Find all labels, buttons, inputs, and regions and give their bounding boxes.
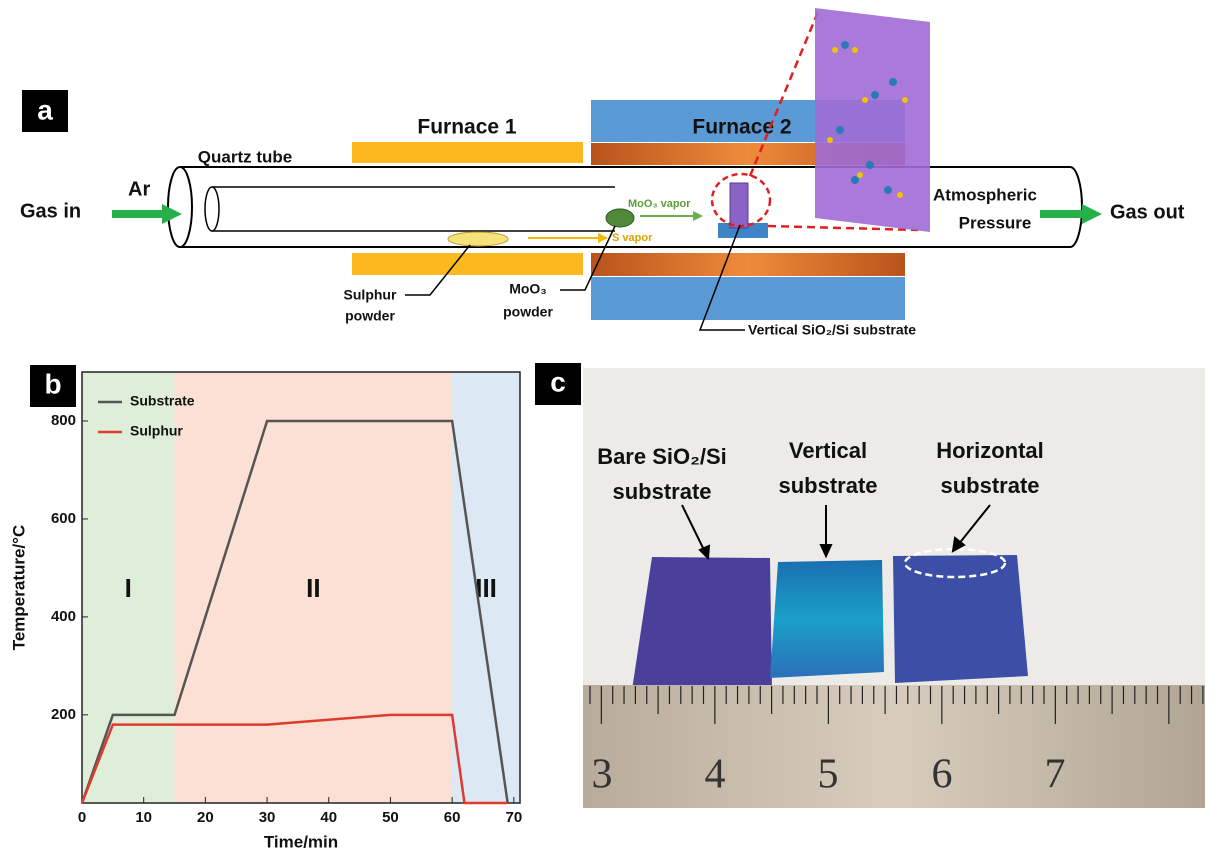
furnace-1-top — [352, 142, 583, 163]
pressure-label: Pressure — [959, 213, 1032, 232]
annotation: substrate — [778, 473, 877, 498]
sulphur-powder — [448, 232, 508, 246]
horizontal-substrate — [893, 555, 1028, 683]
gas-out: Gas out — [1110, 201, 1185, 223]
gas-in: Gas in — [20, 200, 81, 222]
arrow-head — [1082, 204, 1102, 224]
ruler-number: 4 — [705, 752, 726, 798]
panel-label: b — [44, 368, 61, 399]
y-tick-label: 400 — [51, 608, 76, 625]
x-tick-label: 50 — [382, 809, 399, 826]
legend-label: Sulphur — [130, 423, 183, 439]
annotation: Vertical — [789, 438, 867, 463]
panel-c: c 3 4 5 6 7 Bare SiO₂/Si substrate Verti… — [535, 363, 1213, 808]
vapor-label: MoO₃ vapor — [628, 198, 691, 210]
vertical-substrate — [730, 183, 748, 228]
furnace-label: Furnace 1 — [417, 116, 517, 139]
bare-substrate — [632, 557, 772, 690]
y-axis-label: Temperature/°C — [9, 525, 28, 651]
ruler-number: 7 — [1045, 752, 1066, 798]
x-tick-label: 20 — [197, 809, 214, 826]
tube-end — [168, 167, 192, 247]
annotation: Vertical SiO₂/Si substrate — [748, 322, 916, 338]
x-axis-label: Time/min — [264, 832, 338, 851]
x-tick-label: 70 — [505, 809, 522, 826]
legend-label: Substrate — [130, 393, 195, 409]
furnace-label: Furnace 2 — [692, 116, 791, 139]
annotation: MoO₃ — [509, 281, 547, 297]
y-tick-label: 200 — [51, 706, 76, 723]
pressure-label: Atmospheric — [933, 185, 1037, 204]
region-label: II — [306, 573, 320, 603]
vertical-substrate — [770, 560, 884, 678]
annotation: Bare SiO₂/Si — [597, 444, 727, 469]
annotation: substrate — [612, 479, 711, 504]
ar-label: Ar — [128, 178, 150, 200]
panel-a: a Furnace 1 Furnace 2 Quartz tube Gas in… — [20, 8, 1185, 338]
furnace-2-bottom — [591, 277, 905, 320]
annotation: Horizontal — [936, 438, 1044, 463]
region-label: I — [125, 573, 132, 603]
ruler-number: 3 — [592, 752, 613, 798]
ruler-number: 6 — [932, 752, 953, 798]
annotation: powder — [345, 308, 395, 324]
ruler-number: 5 — [818, 752, 839, 798]
furnace-2-heater — [591, 253, 905, 276]
x-tick-label: 30 — [259, 809, 276, 826]
annotation: Sulphur — [344, 287, 397, 303]
panel-label: c — [550, 366, 566, 397]
tube-label: Quartz tube — [198, 147, 292, 166]
furnace-1-bottom — [352, 253, 583, 275]
x-tick-label: 60 — [444, 809, 461, 826]
zoom-panel — [815, 8, 930, 232]
y-tick-label: 600 — [51, 510, 76, 527]
x-tick-label: 0 — [78, 809, 86, 826]
vapor-label: S vapor — [612, 232, 653, 244]
x-tick-label: 40 — [320, 809, 337, 826]
y-tick-label: 800 — [51, 412, 76, 429]
panel-label: a — [37, 94, 53, 125]
annotation: substrate — [940, 473, 1039, 498]
moo3-powder — [606, 209, 634, 227]
annotation: powder — [503, 304, 553, 320]
figure: a Furnace 1 Furnace 2 Quartz tube Gas in… — [0, 0, 1213, 856]
x-tick-label: 10 — [135, 809, 152, 826]
inner-tube-end — [205, 187, 219, 231]
